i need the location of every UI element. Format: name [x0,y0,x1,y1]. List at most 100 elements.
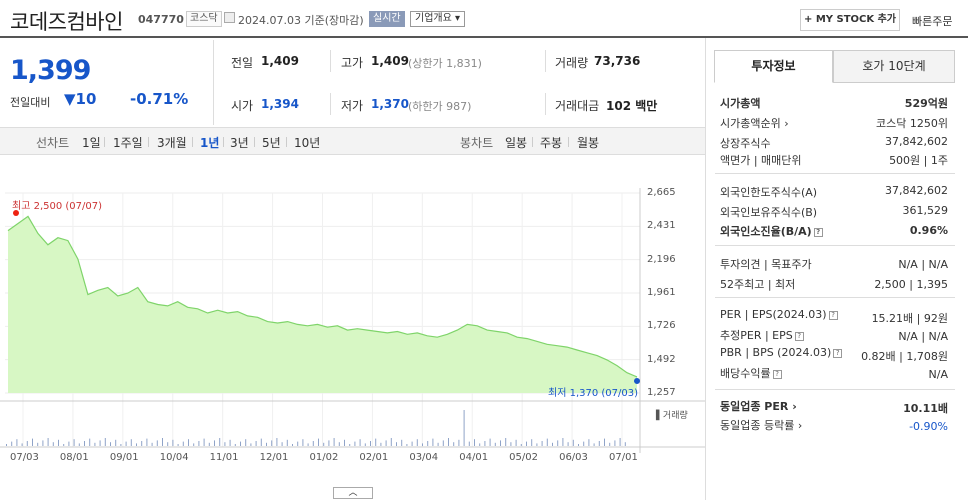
volume-bar [567,442,569,446]
y-tick-label: 1,726 [647,320,676,332]
volume-bars [6,410,626,446]
volume-bar [120,444,122,446]
par-label: 액면가 | 매매단위 [720,154,802,167]
volume-legend: ▌거래량 [656,411,688,421]
period-10y[interactable]: 10년 [294,136,321,150]
candle-weekly[interactable]: 주봉 [540,136,563,150]
volume-bar [557,440,559,446]
volume-bar [110,442,111,446]
stock-name: 코데즈컴바인 [10,10,123,34]
volume-bar [442,440,444,446]
min-label: 최저 1,370 (07/03) [548,388,639,399]
volume-bar [115,439,117,446]
volume-bar [349,444,351,446]
foreign-limit-label: 외국인한도주식수(A) [720,186,818,199]
period-3y[interactable]: 3년 [230,136,249,150]
volume-bar [468,441,470,446]
help-icon[interactable]: ? [794,331,804,341]
volume-bar [390,438,392,446]
opinion-label: 투자의견 | 목표주가 [720,258,812,271]
amount-label: 거래대금 [555,99,600,113]
volume-bar [255,441,257,446]
volume-bar [302,439,304,446]
price-line [7,215,638,378]
volume-bar [307,443,309,446]
company-info-dropdown[interactable]: 기업개요 ▾ [410,11,465,27]
candle-daily[interactable]: 일봉 [505,136,528,150]
period-sep [148,137,149,147]
y-tick-label: 2,196 [647,253,676,265]
x-tick-label: 01/02 [309,452,339,463]
industry-per-label[interactable]: 동일업종 PER › [720,400,797,413]
change-percent: -0.71% [130,90,189,108]
amount-value: 102 백만 [606,99,658,113]
add-mystock-button[interactable]: + MY STOCK 추가 [800,9,900,31]
tab-invest-info[interactable]: 투자정보 [714,50,833,83]
volume-bar [292,444,293,446]
volume-bar [484,441,486,446]
tab-orderbook[interactable]: 호가 10단계 [833,50,955,83]
rank-label[interactable]: 시가총액순위 › [720,117,789,130]
low-label: 저가 [341,99,364,113]
volume-bar [370,441,371,446]
x-tick-label: 02/01 [359,452,389,463]
realtime-button[interactable]: 실시간 [369,11,405,27]
volume-bar [68,441,70,446]
week52-value: 2,500 | 1,395 [874,278,948,291]
volume-bar [437,442,439,446]
period-sep [192,137,193,147]
period-5y[interactable]: 5년 [262,136,281,150]
invest-panel [705,38,968,500]
x-tick-label: 07/03 [10,452,39,463]
section-divider [715,297,955,298]
period-1d[interactable]: 1일 [82,136,101,150]
foreign-hold-label: 외국인보유주식수(B) [720,206,818,219]
volume-bar [162,438,163,446]
volume-bar [297,441,299,446]
volume-bar [136,443,137,446]
volume-bar [588,439,590,446]
section-divider [715,173,955,174]
volume-bar [598,441,600,446]
volume-bar [26,441,28,446]
volume-bar [37,442,39,446]
volume-bar [609,442,611,446]
period-3m[interactable]: 3개월 [157,136,187,150]
volume-bar [354,441,356,446]
quick-order-button[interactable]: 빠른주문 [912,15,953,28]
volume-bar [500,440,501,446]
volume-bar [63,444,65,446]
lower-limit: (하한가 987) [408,100,472,113]
period-1y[interactable]: 1년 [200,136,220,150]
volume-bar [572,439,574,446]
help-icon[interactable]: ? [833,348,843,358]
per-label: PER | EPS(2024.03)? [720,308,838,321]
volume-bar [250,443,252,446]
chart-collapse-button[interactable]: ︿ [333,487,373,499]
help-icon[interactable]: ? [772,369,782,379]
est-per-value: N/A | N/A [898,330,948,343]
industry-rate-value: -0.90% [909,420,948,433]
volume-bar [104,438,106,446]
help-icon[interactable]: ? [813,227,823,237]
volume-bar [562,438,564,446]
par-value: 500원 | 1주 [889,154,948,167]
volume-bar [318,438,319,446]
pbr-value: 0.82배 | 1,708원 [861,350,948,363]
period-1w[interactable]: 1주일 [113,136,143,150]
volume-bar [375,438,377,446]
industry-rate-label[interactable]: 동일업종 등락률 › [720,419,803,432]
quote-col-divider [545,93,546,115]
volume-bar [624,442,626,446]
candle-chart-label: 봉차트 [460,136,494,150]
x-tick-label: 12/01 [259,452,289,463]
foreign-limit-value: 37,842,602 [885,184,948,197]
volume-bar [526,441,527,446]
upper-limit: (상한가 1,831) [408,57,482,70]
volume-bar [188,439,189,446]
candle-monthly[interactable]: 월봉 [577,136,600,150]
volume-bar [458,439,460,446]
help-icon[interactable]: ? [828,310,838,320]
volume-bar [416,439,418,446]
volume-bar [520,444,522,446]
